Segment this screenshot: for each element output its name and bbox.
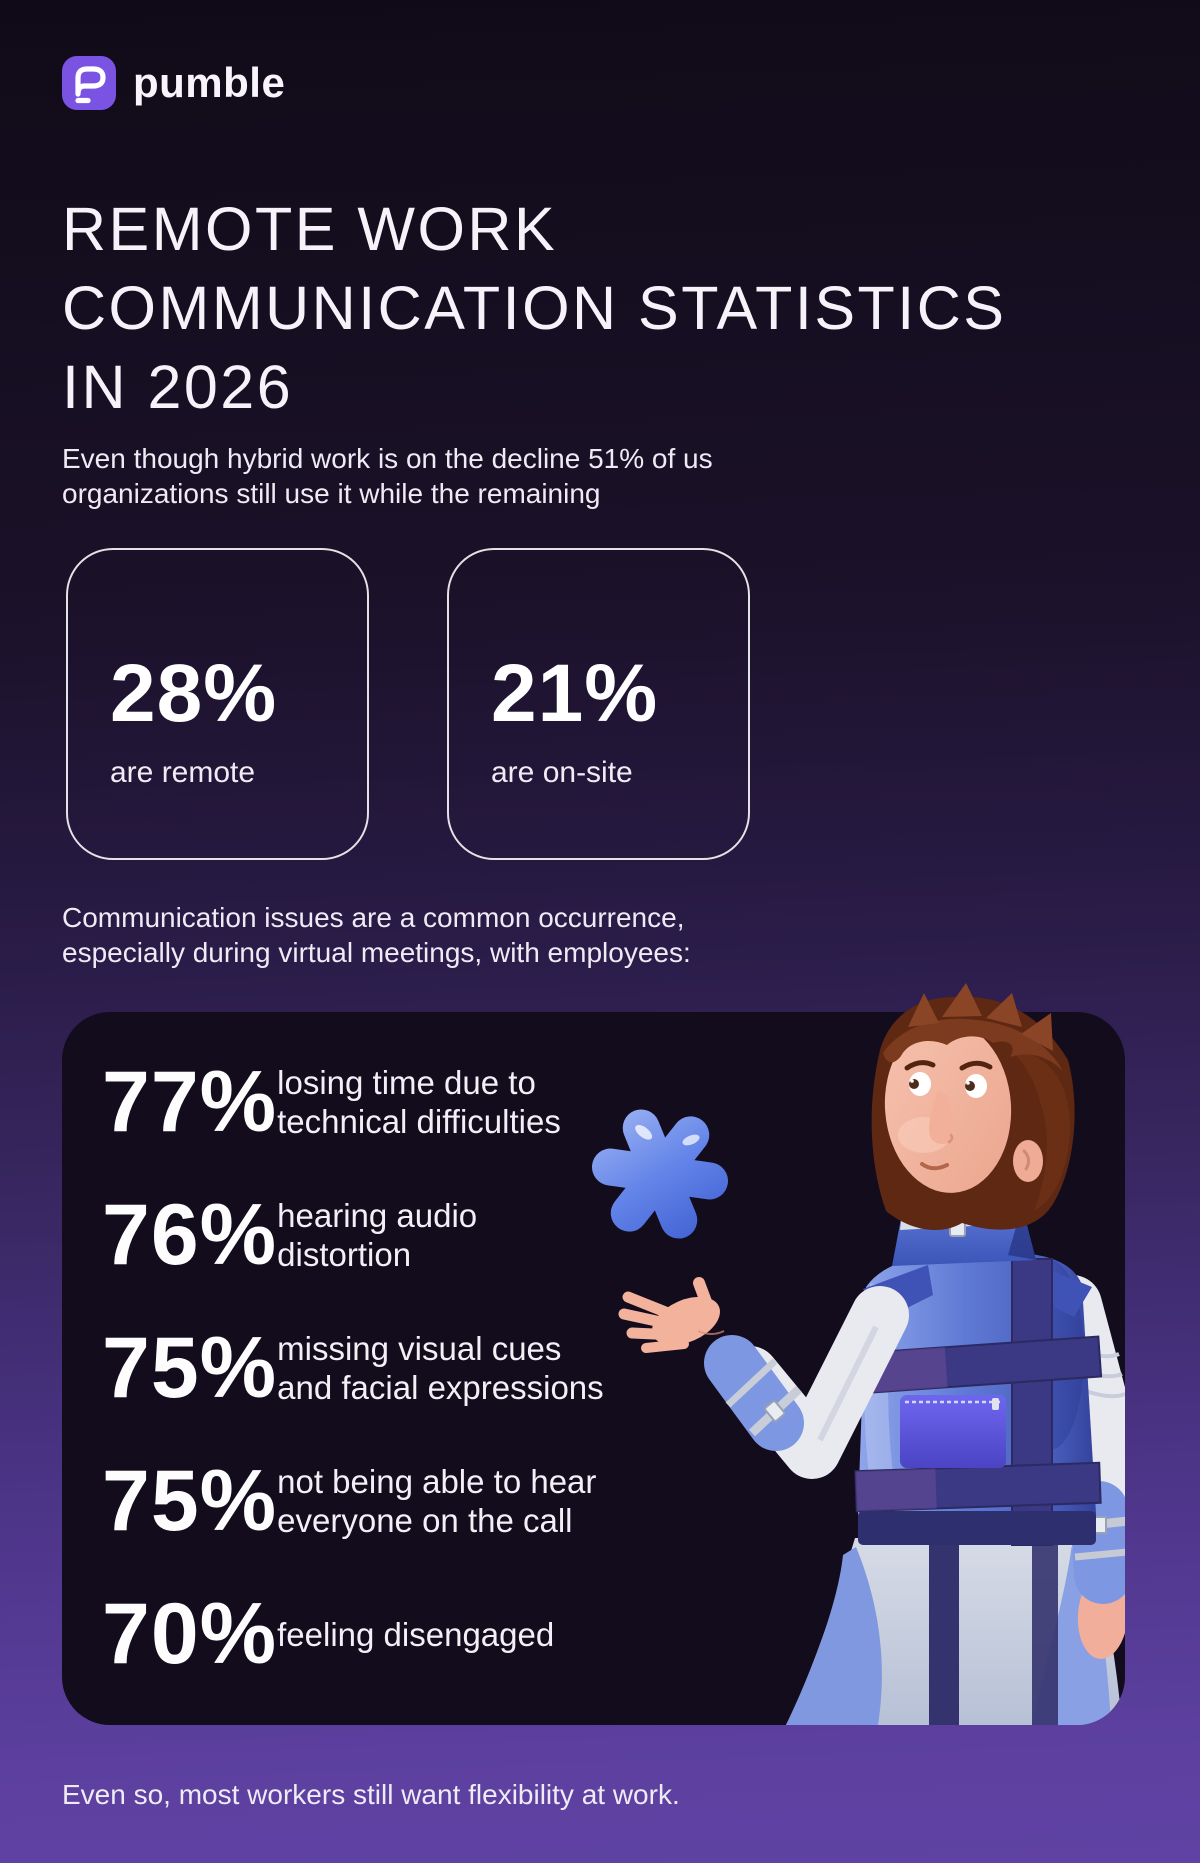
issues-intro-paragraph: Communication issues are a common occurr… [62, 900, 691, 970]
issue-row-technical-difficulties: 77% losing time due to technical difficu… [102, 1052, 604, 1152]
title-line-3: IN 2026 [62, 353, 294, 421]
issue-percentage: 70% [102, 1585, 278, 1682]
stat-box-onsite: 21% are on-site [447, 548, 750, 860]
character-hair-front [883, 1018, 1063, 1071]
issue-percentage: 75% [102, 1452, 278, 1549]
page-title: REMOTE WORK COMMUNICATION STATISTICS IN … [62, 190, 1006, 427]
character-eyebrow-right [959, 1060, 993, 1071]
intro-line-2: organizations still use it while the rem… [62, 478, 601, 509]
character-illustration [580, 955, 1125, 1725]
outro-paragraph: Even so, most workers still want flexibi… [62, 1777, 680, 1812]
issue-percentage: 76% [102, 1186, 278, 1283]
character-eyebrow-left [904, 1060, 936, 1071]
character-head [871, 983, 1075, 1231]
issue-row-visual-cues: 75% missing visual cues and facial expre… [102, 1318, 604, 1418]
intro-line-1: Even though hybrid work is on the declin… [62, 443, 713, 474]
issue-label: losing time due to technical difficultie… [277, 1064, 561, 1140]
brand-name: pumble [133, 59, 286, 106]
onsite-label: are on-site [491, 755, 633, 789]
character-skirt [786, 1538, 1122, 1725]
issues-intro-line-2: especially during virtual meetings, with… [62, 937, 691, 968]
character-svg [591, 983, 1125, 1725]
character-hand-open [618, 1277, 725, 1353]
title-line-2: COMMUNICATION STATISTICS [62, 274, 1007, 342]
issue-percentage: 75% [102, 1319, 278, 1416]
character-nose [928, 1091, 954, 1145]
jacket-pocket [900, 1395, 1006, 1468]
issue-row-disengaged: 70% feeling disengaged [102, 1584, 604, 1684]
character-mouth [920, 1162, 949, 1171]
speech-bubble-icon [75, 66, 106, 104]
issue-label: not being able to hear everyone on the c… [277, 1463, 597, 1539]
stat-box-remote: 28% are remote [66, 548, 369, 860]
outro-line: Even so, most workers still want flexibi… [62, 1779, 680, 1810]
pumble-logo-icon [62, 56, 116, 110]
issues-list: 77% losing time due to technical difficu… [102, 1052, 604, 1684]
intro-paragraph: Even though hybrid work is on the declin… [62, 441, 713, 511]
asterisk-icon [591, 1109, 729, 1239]
issue-percentage: 77% [102, 1053, 278, 1150]
character-hair-side [1010, 1050, 1071, 1211]
remote-percentage: 28% [110, 647, 278, 739]
issue-label: feeling disengaged [277, 1615, 555, 1653]
character-left-arm [618, 1277, 909, 1479]
remote-label: are remote [110, 755, 256, 789]
title-line-1: REMOTE WORK [62, 195, 558, 263]
issue-label: missing visual cues and facial expressio… [277, 1330, 604, 1406]
character-torso [853, 1254, 1103, 1546]
stat-boxes: 28% are remote 21% are on-site [66, 548, 750, 860]
character-eyes [909, 1072, 987, 1098]
onsite-percentage: 21% [491, 647, 659, 739]
issue-label: hearing audio distortion [277, 1197, 478, 1273]
issues-intro-line-1: Communication issues are a common occurr… [62, 902, 685, 933]
issue-row-hear-everyone: 75% not being able to hear everyone on t… [102, 1451, 604, 1551]
pumble-logo: pumble [62, 56, 285, 110]
issue-row-audio-distortion: 76% hearing audio distortion [102, 1185, 604, 1285]
